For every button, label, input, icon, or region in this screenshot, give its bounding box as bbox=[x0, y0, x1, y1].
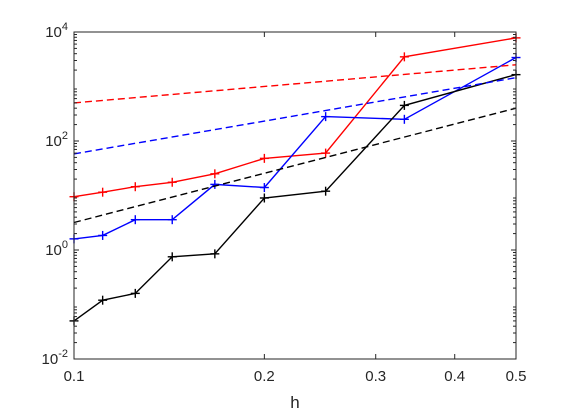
x-tick-label: 0.5 bbox=[506, 368, 527, 385]
series-layer bbox=[69, 33, 521, 326]
x-tick-label: 0.4 bbox=[444, 368, 465, 385]
reference-line bbox=[73, 64, 517, 104]
x-axis-label: h bbox=[290, 393, 299, 412]
data-point-marker bbox=[167, 215, 177, 225]
data-point-marker bbox=[98, 187, 108, 197]
data-point-marker bbox=[321, 186, 331, 196]
y-tick-label: 10-2 bbox=[42, 348, 68, 368]
y-tick-base: 10 bbox=[42, 351, 59, 368]
data-point-marker bbox=[130, 182, 140, 192]
data-point-marker bbox=[321, 148, 331, 158]
series-line bbox=[73, 37, 517, 198]
data-point-marker bbox=[210, 249, 220, 259]
reference-line bbox=[73, 77, 517, 155]
x-tick-label: 0.2 bbox=[254, 368, 275, 385]
data-point-marker bbox=[210, 169, 220, 179]
series-line bbox=[73, 56, 517, 240]
x-tick-label: 0.3 bbox=[365, 368, 386, 385]
data-point-marker bbox=[167, 252, 177, 262]
data-point-marker bbox=[321, 112, 331, 122]
data-point-marker bbox=[210, 179, 220, 189]
reference-line bbox=[73, 107, 517, 224]
data-point-marker bbox=[167, 177, 177, 187]
data-point-marker bbox=[130, 215, 140, 225]
data-point-marker bbox=[259, 193, 269, 203]
y-tick-label: 100 bbox=[45, 239, 68, 259]
y-tick-label: 104 bbox=[45, 21, 68, 41]
y-tick-exponent: -2 bbox=[58, 348, 68, 360]
y-tick-exponent: 2 bbox=[62, 130, 68, 142]
data-point-marker bbox=[130, 288, 140, 298]
data-point-marker bbox=[399, 52, 409, 62]
data-point-marker bbox=[259, 153, 269, 163]
y-tick-base: 10 bbox=[45, 133, 62, 150]
axis-ticks bbox=[73, 31, 517, 360]
data-point-marker bbox=[259, 183, 269, 193]
data-point-marker bbox=[399, 100, 409, 110]
plot-area-frame bbox=[73, 31, 517, 360]
x-tick-label: 0.1 bbox=[64, 368, 85, 385]
y-tick-base: 10 bbox=[45, 24, 62, 41]
y-tick-exponent: 0 bbox=[62, 239, 68, 251]
data-point-marker bbox=[98, 230, 108, 240]
series-line bbox=[73, 73, 517, 322]
y-tick-label: 102 bbox=[45, 130, 68, 150]
y-tick-base: 10 bbox=[45, 242, 62, 259]
y-tick-exponent: 4 bbox=[62, 21, 68, 33]
data-point-marker bbox=[399, 114, 409, 124]
data-point-marker bbox=[98, 295, 108, 305]
